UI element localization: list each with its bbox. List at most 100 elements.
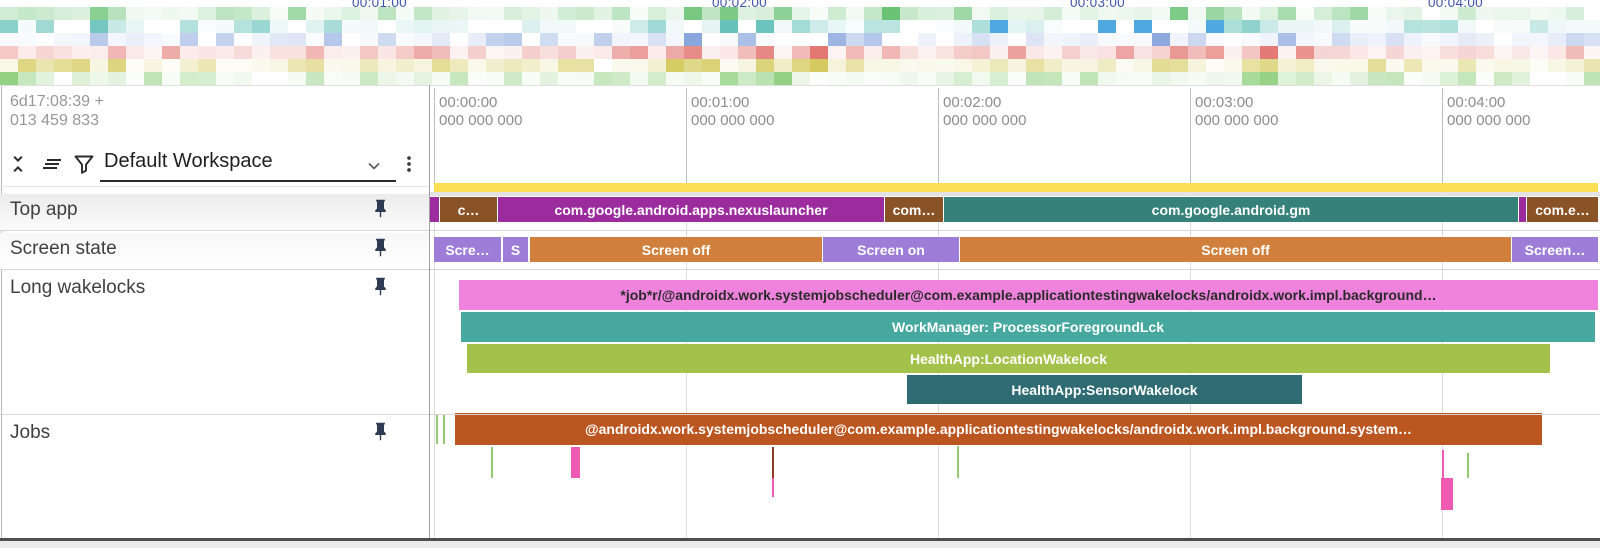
heatmap-cell (18, 7, 36, 20)
heatmap-cell (1314, 20, 1332, 33)
heatmap-cell (1008, 72, 1026, 85)
screen-state-slice[interactable]: Screen off (530, 237, 822, 262)
heatmap-cell (216, 59, 234, 72)
heatmap-cell (666, 59, 684, 72)
heatmap-cell (306, 59, 324, 72)
heatmap-cell (648, 59, 666, 72)
heatmap-cell (522, 46, 540, 59)
top-app-slice[interactable]: com.e… (1527, 197, 1598, 222)
wakelock-slice[interactable]: HealthApp:LocationWakelock (467, 344, 1550, 373)
job-instant-marker[interactable] (443, 414, 445, 444)
heatmap-cell (360, 7, 378, 20)
heatmap-cell (1476, 33, 1494, 46)
heatmap-cell (1440, 20, 1458, 33)
heatmap-cell (1044, 59, 1062, 72)
track-header-jobs[interactable]: Jobs (0, 417, 429, 451)
sidebar-timeline-divider[interactable] (429, 85, 430, 538)
pin-icon[interactable] (370, 237, 391, 263)
heatmap-cell (630, 72, 648, 85)
job-instant-marker[interactable] (571, 447, 580, 478)
heatmap-cell (684, 59, 702, 72)
heatmap-cell (684, 46, 702, 59)
heatmap-cell (1404, 7, 1422, 20)
screen-state-slice[interactable]: Screen… (1512, 237, 1598, 262)
heatmap-cell (486, 33, 504, 46)
top-app-slice[interactable]: com.google.android.apps.nexuslauncher (498, 197, 884, 222)
heatmap-cell (396, 46, 414, 59)
heatmap-cell (1260, 72, 1278, 85)
heatmap-cell (270, 46, 288, 59)
heatmap-cell (1548, 7, 1566, 20)
job-instant-marker[interactable] (1442, 450, 1444, 478)
job-slice[interactable]: @androidx.work.systemjobscheduler@com.ex… (455, 413, 1542, 445)
heatmap-cell (0, 59, 18, 72)
job-instant-marker[interactable] (1441, 478, 1453, 510)
heatmap-cell (936, 72, 954, 85)
heatmap-cell (810, 7, 828, 20)
heatmap-cell (0, 46, 18, 59)
job-instant-marker[interactable] (957, 446, 959, 478)
job-instant-marker[interactable] (772, 478, 774, 497)
top-app-slice[interactable]: com.google.android.gm (944, 197, 1518, 222)
screen-state-slice[interactable]: Screen off (960, 237, 1511, 262)
heatmap-cell (882, 72, 900, 85)
clear-all-icon[interactable] (40, 152, 64, 181)
heatmap-cell (198, 7, 216, 20)
heatmap-cell (1242, 72, 1260, 85)
heatmap-cell (1350, 72, 1368, 85)
track-header-long-wakelocks[interactable]: Long wakelocks (0, 272, 429, 306)
heatmap-cell (1530, 59, 1548, 72)
track-label: Top app (10, 199, 78, 220)
heatmap-cell (1422, 20, 1440, 33)
wakelock-slice[interactable]: *job*r/@androidx.work.systemjobscheduler… (459, 280, 1598, 310)
wakelock-slice[interactable]: HealthApp:SensorWakelock (907, 375, 1302, 404)
screen-state-slice[interactable]: S (503, 237, 528, 262)
job-instant-marker[interactable] (772, 447, 774, 478)
top-app-slice[interactable]: com… (885, 197, 943, 222)
heatmap-cell (1260, 46, 1278, 59)
heatmap-cell (576, 72, 594, 85)
screen-state-slice[interactable]: Screen on (823, 237, 959, 262)
collapse-tracks-icon[interactable] (6, 152, 30, 181)
heatmap-cell (918, 59, 936, 72)
track-header-screen-state[interactable]: Screen state (0, 233, 429, 269)
heatmap-cell (468, 72, 486, 85)
top-app-slice[interactable]: c… (440, 197, 497, 222)
bottom-scroll-gutter[interactable] (0, 541, 1600, 548)
heatmap-cell (1566, 7, 1584, 20)
heatmap-cell (252, 20, 270, 33)
heatmap-cell (1566, 46, 1584, 59)
top-app-slice[interactable] (430, 197, 439, 222)
workspace-name[interactable]: Default Workspace (104, 150, 273, 172)
heatmap-cell (900, 46, 918, 59)
heatmap-cell (558, 72, 576, 85)
timeline-gridline-header (1190, 88, 1191, 183)
heatmap-cell (1386, 72, 1404, 85)
wakelock-slice[interactable]: WorkManager: ProcessorForegroundLck (461, 312, 1595, 342)
job-instant-marker[interactable] (436, 414, 438, 444)
heatmap-cell (522, 20, 540, 33)
kebab-menu-icon[interactable] (398, 153, 420, 180)
track-label: Long wakelocks (10, 277, 146, 298)
heatmap-cell (828, 7, 846, 20)
heatmap-cell (72, 72, 90, 85)
screen-state-slice[interactable]: Scre… (434, 237, 501, 262)
trace-overview-minimap[interactable]: 00:01:00 00:02:00 00:03:00 00:04:00 (0, 0, 1600, 85)
track-header-top-app[interactable]: Top app (0, 194, 429, 230)
heatmap-cell (1350, 7, 1368, 20)
chevron-down-icon[interactable] (364, 156, 384, 181)
heatmap-cell (954, 59, 972, 72)
pin-icon[interactable] (370, 421, 391, 447)
heatmap-cell (1512, 72, 1530, 85)
pin-icon[interactable] (370, 276, 391, 302)
heatmap-cell (1206, 59, 1224, 72)
pin-icon[interactable] (370, 198, 391, 224)
selected-timespan-bar[interactable] (434, 183, 1598, 192)
filter-funnel-icon[interactable] (72, 152, 96, 181)
heatmap-cell (1512, 46, 1530, 59)
job-instant-marker[interactable] (491, 447, 493, 478)
top-app-slice[interactable] (1519, 197, 1526, 222)
heatmap-cell (972, 7, 990, 20)
job-instant-marker[interactable] (1467, 453, 1469, 478)
heatmap-cell (954, 72, 972, 85)
